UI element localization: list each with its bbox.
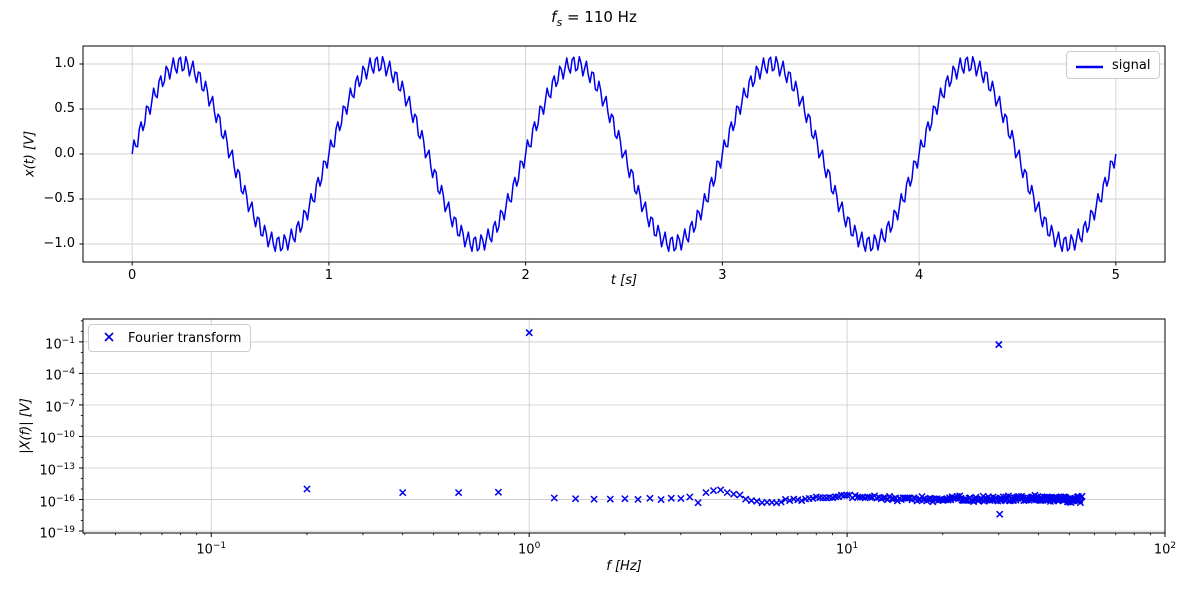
- spectrum-y-tick-label: 10−16: [39, 493, 75, 510]
- time-x-tick-label: 2: [521, 268, 530, 283]
- frequency-x-tick-label: 10−1: [196, 541, 227, 558]
- figure-title: fs = 110 Hz: [551, 8, 637, 29]
- signal-y-tick-label: 0.5: [54, 101, 75, 116]
- time-x-tick-label: 0: [128, 268, 137, 283]
- frequency-x-tick-label: 101: [835, 541, 859, 558]
- spectrum-y-tick-label: 10−10: [39, 430, 75, 447]
- fourier-legend-label: Fourier transform: [128, 330, 242, 346]
- time-x-tick-label: 5: [1111, 268, 1120, 283]
- spectrum-peak-markers: [525, 329, 1003, 349]
- title-rest: = 110 Hz: [562, 8, 637, 26]
- frequency-x-tick-label: 102: [1153, 541, 1177, 558]
- signal-y-tick-label: 0.0: [54, 146, 75, 161]
- spectrum-y-tick-label: 10−19: [39, 525, 75, 542]
- frequency-x-tick-label: 100: [518, 541, 541, 558]
- signal-y-tick-label: −0.5: [43, 191, 75, 206]
- title-symbol: f: [551, 8, 557, 26]
- spectrum-noise-points: [303, 485, 1086, 518]
- time-axis-label: t [s]: [610, 273, 638, 288]
- signal-line: [131, 55, 1117, 253]
- fourier-legend: Fourier transform: [88, 324, 252, 352]
- spectrum-y-tick-label: 10−13: [39, 461, 75, 479]
- frequency-axis-label: f [Hz]: [606, 559, 642, 574]
- spectrum-y-axis-label: |X(f)| [V]: [18, 398, 34, 454]
- signal-legend: signal: [1066, 51, 1161, 79]
- x-marker-sample-icon: [104, 331, 114, 346]
- spectrum-y-tick-label: 10−1: [45, 335, 75, 353]
- signal-line-sample-icon: [1076, 58, 1103, 73]
- time-x-tick-label: 4: [914, 268, 924, 283]
- spectrum-y-tick-label: 10−4: [45, 367, 75, 384]
- signal-y-tick-label: −1.0: [43, 236, 75, 251]
- time-x-tick-label: 3: [718, 268, 727, 283]
- signal-legend-label: signal: [1112, 57, 1151, 73]
- time-x-tick-label: 1: [324, 268, 334, 283]
- signal-y-tick-label: 1.0: [54, 56, 75, 71]
- spectrum-y-tick-label: 10−7: [45, 398, 75, 416]
- title-subscript: s: [556, 16, 563, 29]
- signal-y-axis-label: x(t) [V]: [22, 130, 38, 178]
